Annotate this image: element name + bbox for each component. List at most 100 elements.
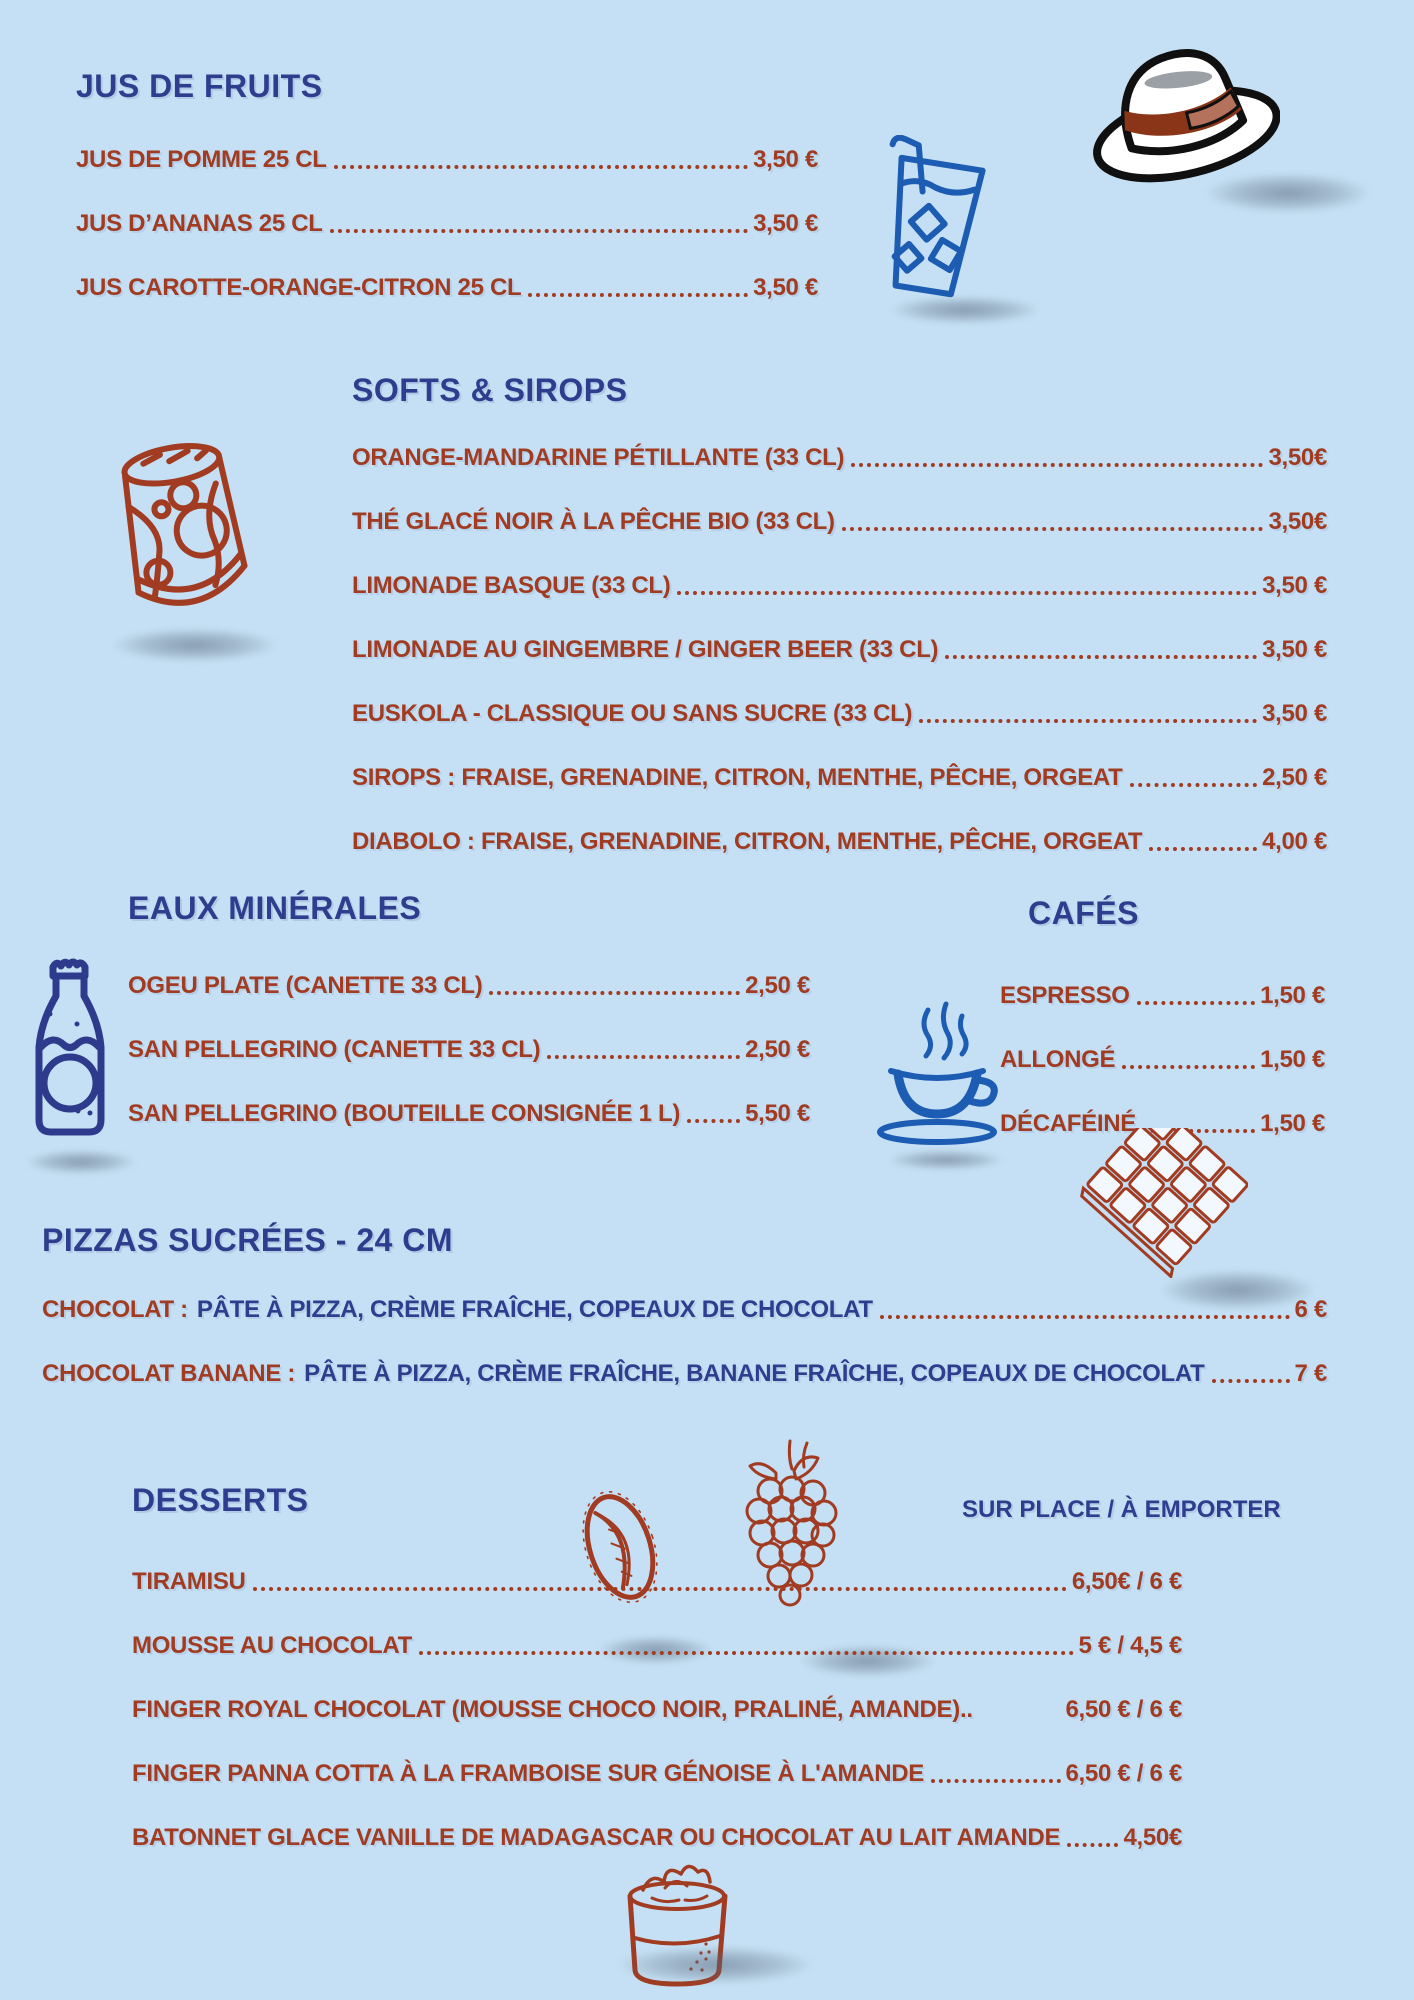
item-price: 6,50 € / 6 €	[1065, 1696, 1183, 1723]
item-price: 1,50 €	[1260, 1110, 1325, 1137]
item-price: 6,50€ / 6 €	[1071, 1568, 1182, 1595]
cafes-items: ESPRESSO 1,50 € ALLONGÉ 1,50 € DÉCAFÉINÉ…	[1000, 982, 1325, 1138]
item-price: 2,50 €	[1262, 764, 1327, 791]
item-name: CHOCOLAT BANANE :	[42, 1360, 296, 1387]
item-label: ORANGE-MANDARINE PÉTILLANTE (33 CL)	[352, 444, 845, 471]
item-price: 4,00 €	[1262, 828, 1327, 855]
dot-leader	[945, 654, 1258, 659]
menu-item-row: CHOCOLAT BANANE : PÂTE À PIZZA, CRÈME FR…	[42, 1360, 1327, 1388]
dot-leader	[919, 718, 1258, 723]
dot-leader	[1067, 1842, 1119, 1847]
item-price: 3,50 €	[1262, 572, 1327, 599]
dot-leader	[489, 990, 741, 995]
menu-item-row: JUS D’ANANAS 25 CL 3,50 €	[76, 210, 818, 238]
raspberry-shadow	[800, 1645, 935, 1677]
section-title-jus-de-fruits: JUS DE FRUITS	[76, 68, 323, 104]
item-price: 3,50 €	[1262, 700, 1327, 727]
iced-drink-glass-icon	[855, 134, 1005, 305]
dot-leader	[841, 526, 1264, 531]
item-description: PÂTE À PIZZA, CRÈME FRAÎCHE, BANANE FRAÎ…	[304, 1360, 1205, 1387]
item-label: SIROPS : FRAISE, GRENADINE, CITRON, MENT…	[352, 764, 1123, 791]
item-label: THÉ GLACÉ NOIR À LA PÊCHE BIO (33 CL)	[352, 508, 835, 535]
dot-leader	[329, 228, 749, 233]
menu-item-row: TIRAMISU 6,50€ / 6 €	[132, 1568, 1182, 1596]
menu-item-row: SAN PELLEGRINO (BOUTEILLE CONSIGNÉE 1 L)…	[128, 1100, 810, 1128]
panama-hat-icon	[1085, 40, 1281, 195]
dot-leader	[528, 292, 749, 297]
item-label: FINGER PANNA COTTA À LA FRAMBOISE SUR GÉ…	[132, 1760, 925, 1787]
item-label: JUS DE POMME 25 CL	[76, 146, 327, 173]
dot-leader	[931, 1778, 1061, 1783]
item-name: CHOCOLAT :	[42, 1296, 188, 1323]
dot-leader	[1142, 1128, 1256, 1133]
menu-item-row: FINGER ROYAL CHOCOLAT (MOUSSE CHOCO NOIR…	[132, 1696, 1182, 1724]
menu-item-row: JUS CAROTTE-ORANGE-CITRON 25 CL 3,50 €	[76, 274, 818, 302]
item-label: BATONNET GLACE VANILLE DE MADAGASCAR OU …	[132, 1824, 1061, 1851]
glass-shadow	[890, 296, 1040, 324]
desserts-note: SUR PLACE / À EMPORTER	[962, 1496, 1281, 1523]
menu-item-row: ALLONGÉ 1,50 €	[1000, 1046, 1325, 1074]
item-label: ESPRESSO	[1000, 982, 1130, 1009]
item-label: JUS CAROTTE-ORANGE-CITRON 25 CL	[76, 274, 522, 301]
dessert-cup-shadow	[618, 1946, 813, 1984]
item-price: 5 € / 4,5 €	[1078, 1632, 1183, 1659]
menu-item-row: SIROPS : FRAISE, GRENADINE, CITRON, MENT…	[352, 764, 1327, 792]
menu-item-row: ORANGE-MANDARINE PÉTILLANTE (33 CL) 3,50…	[352, 444, 1327, 472]
dot-leader	[1136, 1000, 1256, 1005]
item-label: SAN PELLEGRINO (CANETTE 33 CL)	[128, 1036, 541, 1063]
item-price: 3,50€	[1268, 444, 1327, 471]
item-label: SAN PELLEGRINO (BOUTEILLE CONSIGNÉE 1 L)	[128, 1100, 681, 1127]
menu-item-row: BATONNET GLACE VANILLE DE MADAGASCAR OU …	[132, 1824, 1182, 1852]
menu-item-row: DIABOLO : FRAISE, GRENADINE, CITRON, MEN…	[352, 828, 1327, 856]
menu-item-row: THÉ GLACÉ NOIR À LA PÊCHE BIO (33 CL) 3,…	[352, 508, 1327, 536]
item-label: JUS D’ANANAS 25 CL	[76, 210, 323, 237]
item-label: LIMONADE AU GINGEMBRE / GINGER BEER (33 …	[352, 636, 939, 663]
item-price: 2,50 €	[745, 972, 810, 999]
chocolate-shadow	[1160, 1270, 1315, 1310]
item-label: TIRAMISU	[132, 1568, 246, 1595]
item-price: 4,50€	[1123, 1824, 1182, 1851]
sparkling-water-bottle-icon	[20, 952, 120, 1152]
item-label: LIMONADE BASQUE (33 CL)	[352, 572, 671, 599]
dot-leader	[1122, 1064, 1256, 1069]
coffee-cup-shadow	[888, 1150, 1003, 1170]
menu-item-row: DÉCAFÉINÉ 1,50 €	[1000, 1110, 1325, 1138]
hat-shadow	[1205, 173, 1370, 213]
item-label: DIABOLO : FRAISE, GRENADINE, CITRON, MEN…	[352, 828, 1143, 855]
item-label: ALLONGÉ	[1000, 1046, 1116, 1073]
item-label: OGEU PLATE (CANETTE 33 CL)	[128, 972, 483, 999]
item-price: 6 €	[1294, 1296, 1328, 1323]
item-price: 2,50 €	[745, 1036, 810, 1063]
item-price: 3,50 €	[753, 146, 818, 173]
soda-can-icon	[105, 428, 260, 633]
item-price: 7 €	[1294, 1360, 1328, 1387]
desserts-items: TIRAMISU 6,50€ / 6 € MOUSSE AU CHOCOLAT …	[132, 1568, 1182, 1852]
dot-leader	[1211, 1378, 1290, 1383]
menu-item-row: MOUSSE AU CHOCOLAT 5 € / 4,5 €	[132, 1632, 1182, 1660]
coffee-cup-icon	[870, 1000, 1005, 1155]
dot-leader	[1149, 846, 1258, 851]
menu-item-row: LIMONADE BASQUE (33 CL) 3,50 €	[352, 572, 1327, 600]
menu-item-row: LIMONADE AU GINGEMBRE / GINGER BEER (33 …	[352, 636, 1327, 664]
spacer	[980, 1718, 1061, 1719]
item-price: 3,50€	[1268, 508, 1327, 535]
menu-item-row: JUS DE POMME 25 CL 3,50 €	[76, 146, 818, 174]
item-price: 1,50 €	[1260, 1046, 1325, 1073]
chocolate-bar-icon	[1078, 1104, 1249, 1283]
dot-leader	[687, 1118, 741, 1123]
section-title-pizzas-sucrees: PIZZAS SUCRÉES - 24 CM	[42, 1222, 454, 1258]
jus-items: JUS DE POMME 25 CL 3,50 € JUS D’ANANAS 2…	[76, 146, 818, 302]
eaux-items: OGEU PLATE (CANETTE 33 CL) 2,50 € SAN PE…	[128, 972, 810, 1128]
pizzas-items: CHOCOLAT : PÂTE À PIZZA, CRÈME FRAÎCHE, …	[42, 1296, 1327, 1388]
item-price: 3,50 €	[753, 210, 818, 237]
dot-leader	[879, 1314, 1290, 1319]
item-price: 5,50 €	[745, 1100, 810, 1127]
item-label: MOUSSE AU CHOCOLAT	[132, 1632, 412, 1659]
bottle-shadow	[26, 1150, 136, 1174]
section-title-eaux-minerales: EAUX MINÉRALES	[128, 890, 422, 926]
dot-leader	[333, 164, 749, 169]
menu-item-row: SAN PELLEGRINO (CANETTE 33 CL) 2,50 €	[128, 1036, 810, 1064]
menu-item-row: FINGER PANNA COTTA À LA FRAMBOISE SUR GÉ…	[132, 1760, 1182, 1788]
raspberry-icon	[720, 1435, 865, 1645]
